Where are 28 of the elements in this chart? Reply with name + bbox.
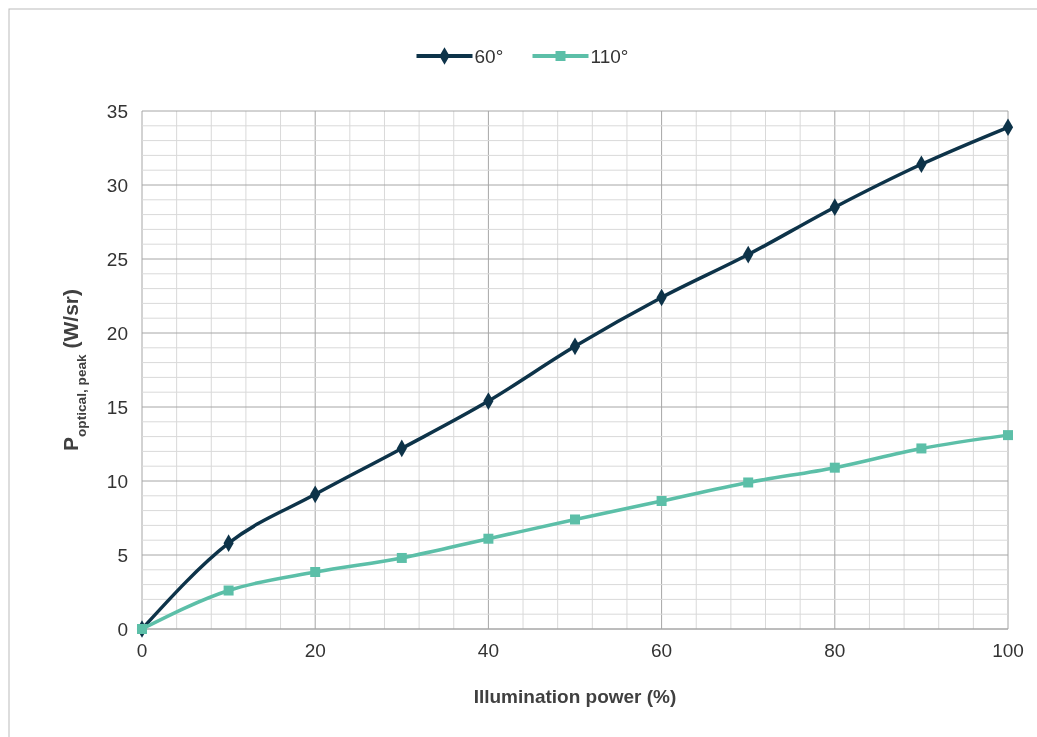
y-tick-label: 5 (117, 544, 128, 566)
x-tick-label: 0 (136, 640, 148, 661)
point (310, 567, 321, 578)
point (829, 462, 840, 473)
legend-label: 60° (474, 45, 504, 67)
point (743, 477, 754, 488)
y-tick-label: 0 (117, 618, 128, 640)
legend-label: 110° (590, 45, 629, 67)
y-tick-label: 25 (106, 248, 128, 270)
x-tick-label: 40 (477, 640, 499, 661)
point (223, 585, 234, 596)
y-tick-label: 30 (106, 174, 128, 196)
point (137, 624, 147, 634)
point (396, 552, 407, 563)
point (1003, 430, 1013, 441)
x-tick-label: 80 (824, 640, 846, 661)
x-tick-label: 60 (651, 640, 673, 661)
y-tick-label: 10 (106, 470, 128, 492)
point (656, 495, 667, 506)
x-tick-label: 100 (992, 640, 1024, 661)
point (570, 514, 580, 525)
y-tick-label: 35 (106, 100, 128, 122)
point (483, 533, 494, 544)
y-tick-label: 15 (106, 396, 128, 418)
point (916, 443, 927, 454)
x-axis-title: Illumination power (%) (473, 686, 677, 707)
x-tick-label: 20 (304, 640, 326, 661)
y-tick-label: 20 (106, 322, 128, 344)
